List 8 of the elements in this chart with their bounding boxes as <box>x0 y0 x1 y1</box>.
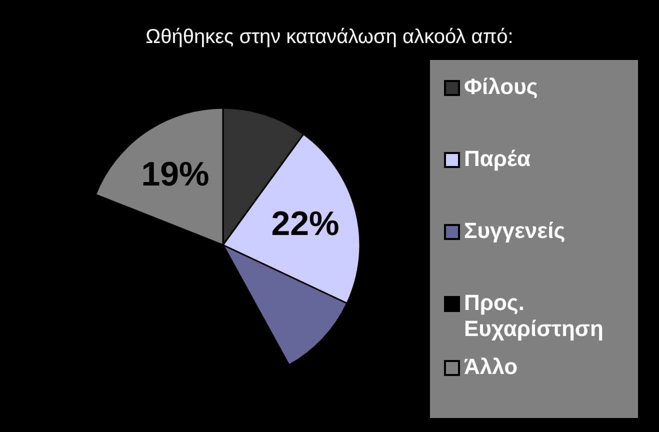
legend-label: Παρέα <box>464 146 532 172</box>
data-label: 22% <box>271 204 340 243</box>
chart-title: Ωθήθηκες στην κατανάλωση αλκοόλ από: <box>144 26 514 49</box>
legend-label: Άλλο <box>464 354 519 380</box>
legend-label: Συγγενείς <box>464 218 566 244</box>
data-label: 19% <box>141 156 210 194</box>
legend-label: Φίλους <box>464 74 539 100</box>
legend-label: Προς. Ευχαρίστηση <box>464 290 604 342</box>
